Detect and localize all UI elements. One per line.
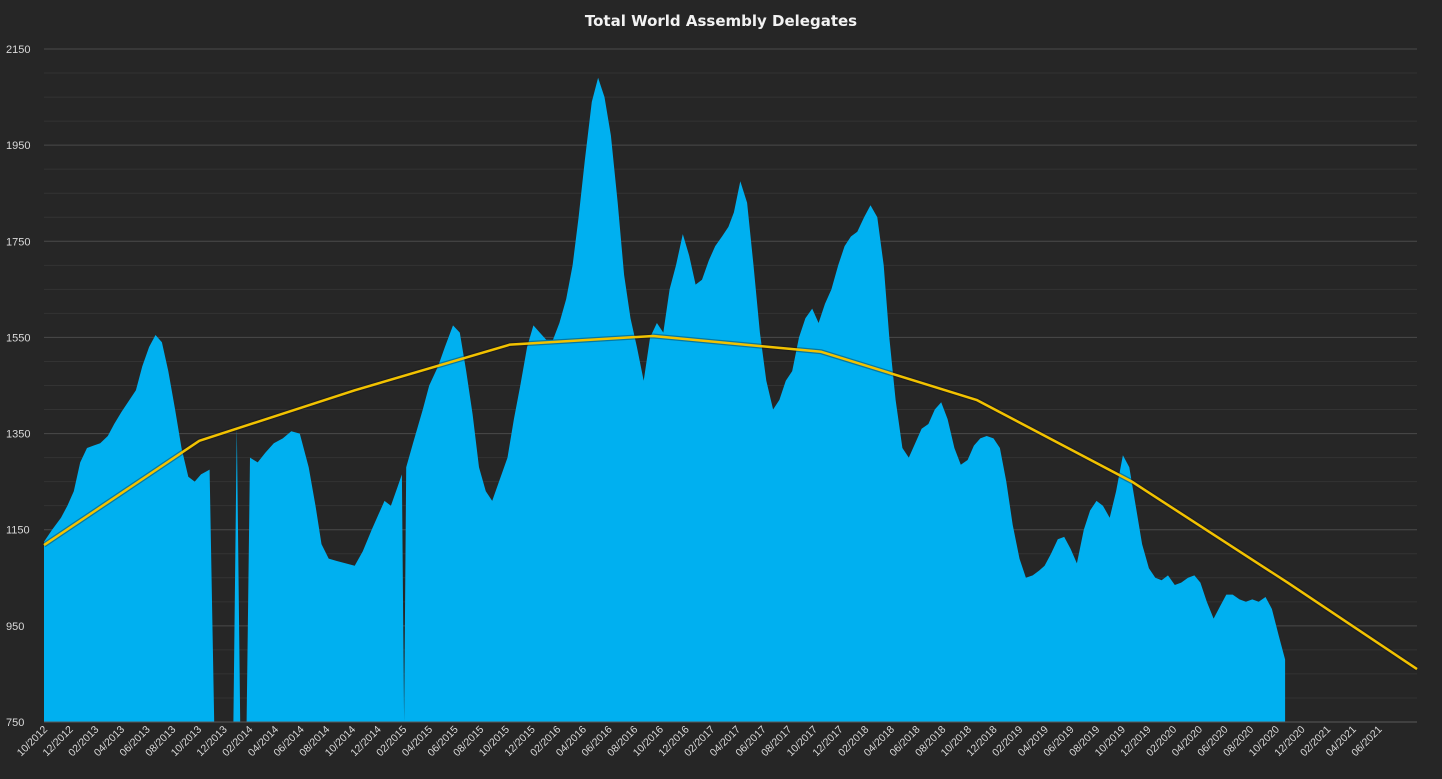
y-tick-label: 1750 xyxy=(6,236,30,248)
chart-title: Total World Assembly Delegates xyxy=(584,12,858,30)
y-tick-label: 1350 xyxy=(6,429,30,441)
area-layer xyxy=(44,77,1286,723)
trend-layer xyxy=(42,333,1419,672)
y-tick-label: 750 xyxy=(6,717,24,729)
delegates-area xyxy=(44,77,1286,723)
y-tick-label: 1150 xyxy=(6,525,30,537)
y-tick-label: 1550 xyxy=(6,332,30,344)
y-tick-label: 950 xyxy=(6,621,24,633)
trend-line xyxy=(43,334,1418,671)
y-tick-label: 2150 xyxy=(6,44,30,56)
y-tick-label: 1950 xyxy=(6,140,30,152)
